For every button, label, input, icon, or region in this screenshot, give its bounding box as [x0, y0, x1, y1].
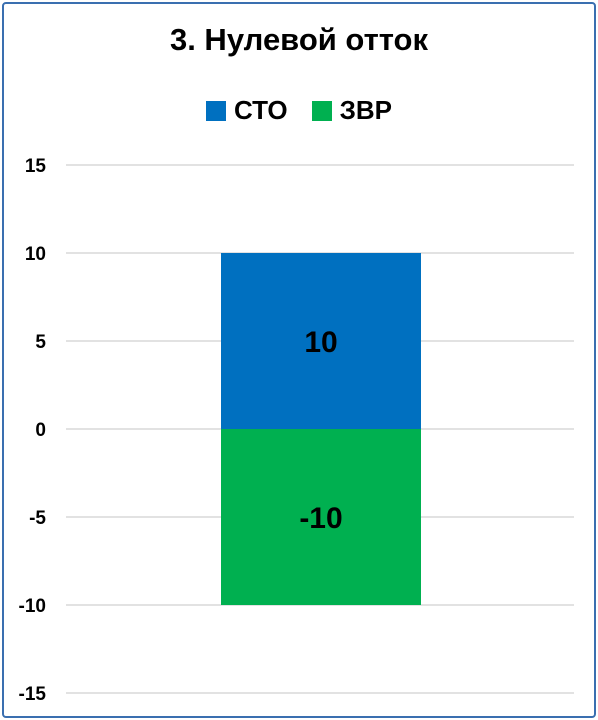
legend-swatch-sto [206, 100, 226, 121]
y-tick-label: -5 [29, 508, 46, 529]
legend-swatch-zvr [311, 100, 332, 121]
bar-1 [221, 429, 421, 605]
y-tick-label: -15 [19, 684, 47, 705]
legend-label-zvr: ЗВР [339, 95, 392, 125]
y-tick-label: 10 [25, 244, 46, 265]
chart-title: 3. Нулевой отток [169, 22, 429, 57]
legend-item-zvr: ЗВР [311, 95, 392, 126]
bar-0 [221, 253, 421, 429]
legend: СТО ЗВР [0, 95, 598, 126]
legend-item-sto: СТО [206, 95, 288, 126]
data-label: -10 [299, 502, 342, 535]
legend-label-sto: СТО [234, 95, 288, 125]
y-tick-label: 15 [25, 156, 47, 177]
y-tick-label: 5 [35, 332, 46, 353]
y-tick-label: -10 [19, 596, 46, 617]
y-tick-label: 0 [35, 420, 46, 441]
data-label: 10 [304, 326, 337, 359]
